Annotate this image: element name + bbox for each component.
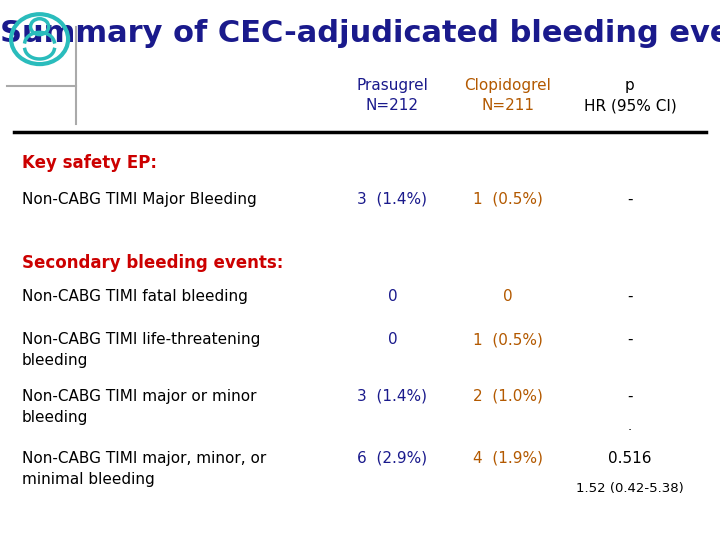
Text: Non-CABG TIMI major, minor, or
minimal bleeding: Non-CABG TIMI major, minor, or minimal b… xyxy=(22,451,266,487)
Text: 3  (1.4%): 3 (1.4%) xyxy=(357,192,428,207)
Text: Non-CABG TIMI Major Bleeding: Non-CABG TIMI Major Bleeding xyxy=(22,192,256,207)
Text: Secondary bleeding events:: Secondary bleeding events: xyxy=(22,254,283,272)
Text: 0.516: 0.516 xyxy=(608,451,652,466)
Text: 2  (1.0%): 2 (1.0%) xyxy=(472,389,543,404)
Text: Non-CABG TIMI life-threatening
bleeding: Non-CABG TIMI life-threatening bleeding xyxy=(22,332,260,368)
Text: 1  (0.5%): 1 (0.5%) xyxy=(472,332,543,347)
Text: 3  (1.4%): 3 (1.4%) xyxy=(357,389,428,404)
Text: Non-CABG TIMI fatal bleeding: Non-CABG TIMI fatal bleeding xyxy=(22,289,248,304)
Text: 1  (0.5%): 1 (0.5%) xyxy=(472,192,543,207)
Text: -: - xyxy=(627,332,633,347)
Text: 0: 0 xyxy=(503,289,513,304)
Text: 0: 0 xyxy=(387,332,397,347)
Text: 1.52 (0.42-5.38): 1.52 (0.42-5.38) xyxy=(576,482,684,495)
Text: Clopidogrel
N=211: Clopidogrel N=211 xyxy=(464,78,551,113)
Text: 0: 0 xyxy=(387,289,397,304)
Text: Non-CABG TIMI major or minor
bleeding: Non-CABG TIMI major or minor bleeding xyxy=(22,389,256,425)
Text: -: - xyxy=(627,192,633,207)
Text: Key safety EP:: Key safety EP: xyxy=(22,154,157,172)
Text: p
HR (95% CI): p HR (95% CI) xyxy=(584,78,676,113)
Text: -: - xyxy=(627,289,633,304)
Text: -: - xyxy=(627,389,633,404)
Text: Prasugrel
N=212: Prasugrel N=212 xyxy=(356,78,428,113)
Text: 6  (2.9%): 6 (2.9%) xyxy=(357,451,428,466)
Text: 4  (1.9%): 4 (1.9%) xyxy=(472,451,543,466)
Text: .: . xyxy=(628,420,632,433)
Text: Summary of CEC-adjudicated bleeding events: Summary of CEC-adjudicated bleeding even… xyxy=(0,19,720,48)
